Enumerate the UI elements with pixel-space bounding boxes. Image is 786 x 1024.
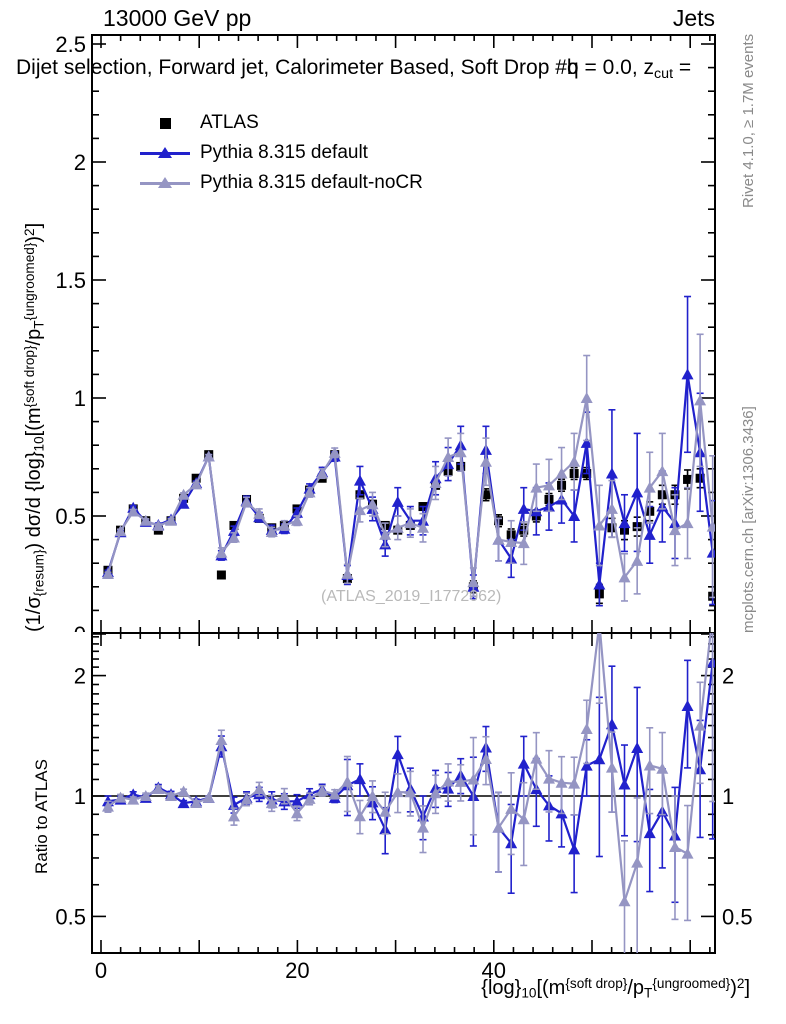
process-label: Jets [672,5,715,31]
legend-item-atlas: ATLAS [138,108,423,138]
legend-item-pythia-default: Pythia 8.315 default [138,138,423,168]
svg-text:2: 2 [74,150,86,175]
svg-text:1: 1 [74,386,86,411]
svg-text:1: 1 [722,784,734,809]
svg-text:0: 0 [95,958,107,983]
main-y-axis-title: (1/σ{resum}) dσ/d {log}10[(m{soft drop}/… [22,222,47,632]
svg-text:1: 1 [74,784,86,809]
svg-text:0.5: 0.5 [55,904,86,929]
legend-label: Pythia 8.315 default [200,142,368,163]
rivet-version-label: Rivet 4.1.0, ≥ 1.7M events [740,33,757,208]
svg-text:2: 2 [74,664,86,689]
legend-item-pythia-nocr: Pythia 8.315 default-noCR [138,168,423,198]
svg-text:0.5: 0.5 [55,504,86,529]
ratio-y-axis-title: Ratio to ATLAS [32,759,51,874]
legend-label: ATLAS [200,112,259,133]
svg-text:0: 0 [74,622,86,647]
svg-text:2.5: 2.5 [55,32,86,57]
legend-label: Pythia 8.315 default-noCR [200,172,423,193]
svg-text:0.5: 0.5 [722,904,753,929]
ratio-panel-series [92,633,715,953]
mcplots-reference-label: mcplots.cern.ch [arXiv:1306.3436] [740,406,757,633]
atlas-square-marker-icon [138,117,192,129]
main-panel-series [101,295,715,607]
svg-text:2: 2 [722,664,734,689]
plot-title: Dijet selection, Forward jet, Calorimete… [16,56,692,82]
analysis-watermark: (ATLAS_2019_I1772062) [321,588,502,605]
svg-text:40: 40 [482,958,506,983]
svg-text:1.5: 1.5 [55,268,86,293]
legend: ATLAS Pythia 8.315 default Pythia 8.315 … [138,108,423,198]
x-axis-title: {log}10[(m{soft drop}/pT{ungroomed})2] [481,976,750,1001]
beam-energy-label: 13000 GeV pp [103,5,252,31]
svg-text:20: 20 [285,958,309,983]
